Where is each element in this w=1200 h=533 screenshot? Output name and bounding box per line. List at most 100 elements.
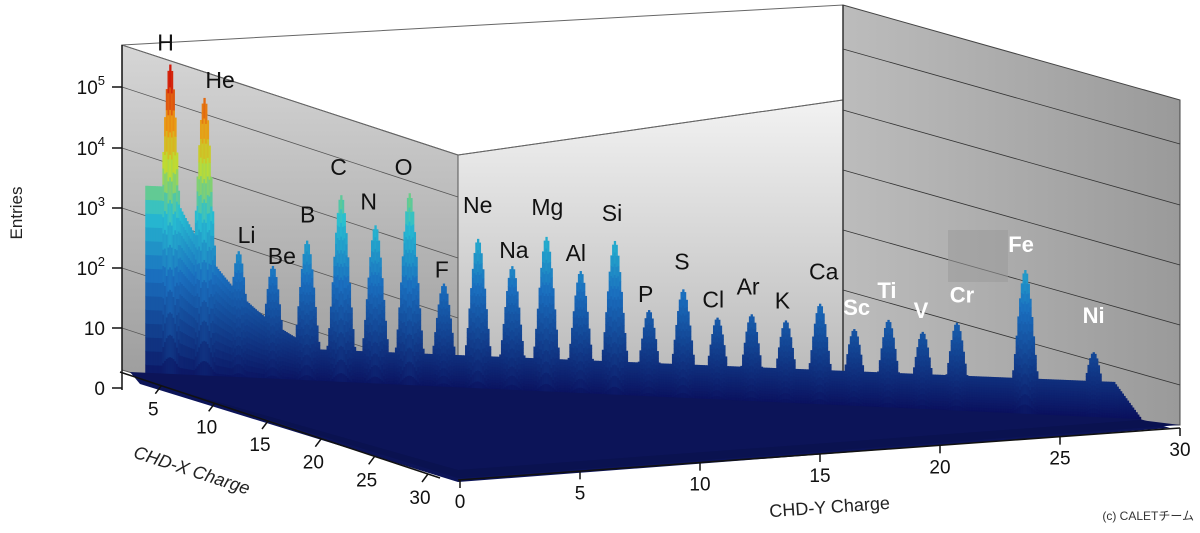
surface-strip <box>417 283 419 291</box>
surface-strip <box>725 360 727 364</box>
surface-strip <box>243 277 245 285</box>
surface-strip <box>385 321 387 326</box>
surface-strip <box>417 291 419 299</box>
surface-strip <box>626 358 628 362</box>
surface-strip <box>315 307 317 313</box>
surface-strip <box>448 305 450 312</box>
surface-strip <box>487 333 489 338</box>
surface-strip <box>345 244 347 255</box>
surface-strip <box>347 257 349 267</box>
surface-strip <box>386 346 388 350</box>
surface-strip <box>521 345 523 349</box>
surface-strip <box>556 330 558 335</box>
surface-strip <box>173 89 175 110</box>
surface-strip <box>415 257 417 267</box>
surface-strip <box>520 325 522 330</box>
surface-strip <box>451 333 453 338</box>
surface-strip <box>214 255 216 265</box>
surface-strip <box>480 253 482 263</box>
surface-strip <box>410 198 412 212</box>
surface-strip <box>482 278 484 287</box>
surface-strip <box>513 269 515 278</box>
surface-strip <box>417 298 419 306</box>
surface-strip <box>277 289 279 296</box>
surface-strip <box>381 286 383 294</box>
surface-strip <box>419 314 421 320</box>
surface-strip <box>316 334 318 339</box>
surface-strip <box>557 348 559 352</box>
surface-strip <box>347 267 349 277</box>
surface-strip <box>722 339 724 344</box>
surface-strip <box>590 345 592 349</box>
surface-strip <box>585 296 587 304</box>
surface-strip <box>588 329 590 334</box>
surface-strip <box>349 283 351 291</box>
surface-strip <box>554 309 556 316</box>
surface-strip <box>581 274 583 283</box>
surface-strip <box>450 318 452 324</box>
surface-strip <box>419 308 421 314</box>
surface-strip <box>386 343 388 347</box>
surface-strip <box>486 321 488 327</box>
surface-strip <box>349 298 351 306</box>
surface-strip <box>344 213 346 226</box>
surface-strip <box>557 351 559 355</box>
surface-strip <box>692 355 694 359</box>
surface-strip <box>212 211 214 224</box>
surface-strip <box>354 347 356 350</box>
surface-strip <box>345 233 347 244</box>
surface-strip <box>691 345 693 350</box>
surface-strip <box>619 272 621 281</box>
surface-strip <box>210 192 212 207</box>
surface-strip <box>352 333 354 338</box>
surface-strip <box>311 278 313 287</box>
surface-strip <box>588 333 590 338</box>
surface-strip <box>689 326 691 332</box>
surface-strip <box>486 309 488 315</box>
surface-strip <box>453 347 455 351</box>
surface-strip <box>626 351 628 355</box>
surface-strip <box>626 354 628 358</box>
surface-strip <box>212 223 214 236</box>
surface-strip <box>280 325 282 330</box>
surface-strip <box>309 254 311 264</box>
surface-strip <box>516 299 518 307</box>
surface-strip <box>624 333 626 338</box>
surface-strip <box>518 308 520 315</box>
surface-strip <box>414 232 416 244</box>
surface-strip <box>657 358 659 362</box>
surface-strip <box>350 313 352 319</box>
surface-strip <box>421 339 423 344</box>
surface-strip <box>352 337 354 342</box>
surface-strip <box>551 277 553 286</box>
surface-strip <box>586 318 588 324</box>
surface-strip <box>210 177 212 192</box>
surface-strip <box>590 352 592 356</box>
surface-strip <box>421 335 423 340</box>
surface-strip <box>352 341 354 346</box>
surface-strip <box>275 277 277 285</box>
surface-strip <box>588 338 590 343</box>
surface-strip <box>624 342 626 347</box>
surface-strip <box>207 120 209 139</box>
surface-strip <box>518 314 520 321</box>
surface-strip <box>176 169 178 186</box>
surface-strip <box>318 342 320 346</box>
surface-strip <box>551 268 553 277</box>
surface-strip <box>415 266 417 276</box>
surface-strip <box>650 312 652 319</box>
surface-strip <box>520 330 522 335</box>
surface-strip <box>274 269 276 278</box>
surface-strip <box>686 300 688 308</box>
surface-strip <box>619 281 621 290</box>
surface-strip <box>414 243 416 255</box>
surface-strip <box>479 243 481 254</box>
surface-strip <box>521 341 523 345</box>
surface-strip <box>277 296 279 303</box>
surface-strip <box>378 241 380 252</box>
surface-strip <box>590 348 592 352</box>
surface-strip <box>308 244 310 254</box>
surface-strip <box>557 354 559 358</box>
